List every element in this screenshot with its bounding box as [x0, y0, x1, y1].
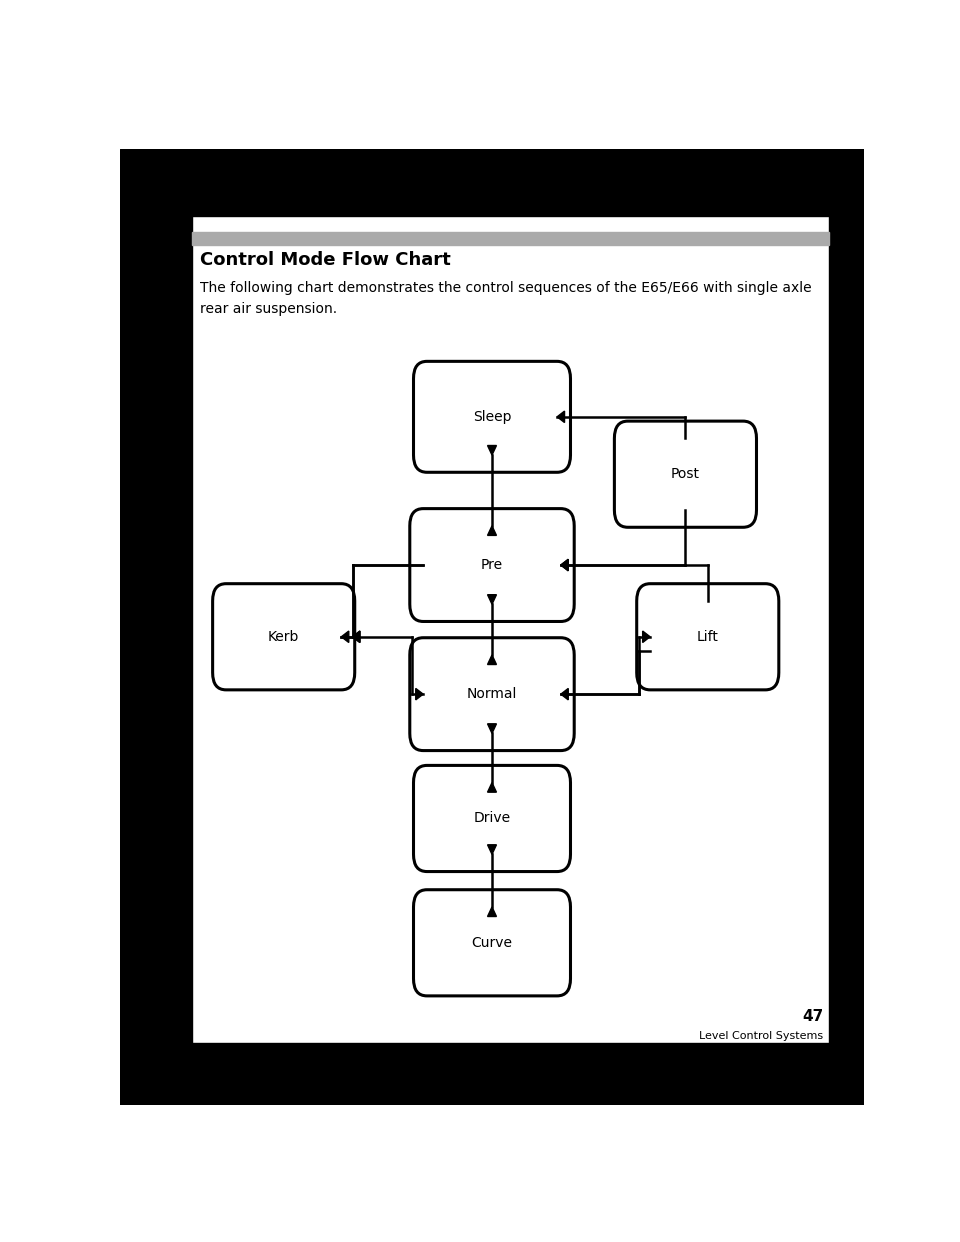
- Text: Post: Post: [671, 467, 700, 481]
- FancyBboxPatch shape: [636, 584, 779, 689]
- Polygon shape: [642, 631, 650, 642]
- Text: The following chart demonstrates the control sequences of the E65/E66 with singl: The following chart demonstrates the con…: [201, 281, 812, 315]
- FancyBboxPatch shape: [414, 765, 570, 872]
- Polygon shape: [352, 631, 360, 642]
- Text: Curve: Curve: [471, 935, 513, 950]
- Polygon shape: [561, 559, 568, 571]
- Bar: [829, 216, 864, 1043]
- Text: Pre: Pre: [481, 558, 503, 573]
- Polygon shape: [342, 631, 348, 642]
- Polygon shape: [488, 907, 496, 917]
- FancyBboxPatch shape: [410, 509, 574, 621]
- FancyBboxPatch shape: [410, 637, 574, 750]
- Polygon shape: [488, 595, 496, 605]
- FancyBboxPatch shape: [414, 361, 570, 472]
- Polygon shape: [488, 655, 496, 664]
- Polygon shape: [488, 446, 496, 455]
- FancyBboxPatch shape: [414, 889, 570, 996]
- Polygon shape: [488, 845, 496, 854]
- Polygon shape: [352, 631, 360, 642]
- FancyBboxPatch shape: [614, 421, 756, 528]
- Text: Level Control Systems: Level Control Systems: [699, 1031, 823, 1041]
- Bar: [120, 149, 864, 216]
- Polygon shape: [488, 724, 496, 733]
- Text: Sleep: Sleep: [472, 410, 512, 424]
- Text: Kerb: Kerb: [268, 630, 300, 643]
- Text: Control Mode Flow Chart: Control Mode Flow Chart: [201, 251, 451, 270]
- Text: Normal: Normal: [467, 687, 517, 702]
- Polygon shape: [561, 559, 568, 571]
- Polygon shape: [488, 782, 496, 792]
- Bar: [120, 216, 192, 1043]
- Polygon shape: [557, 411, 564, 422]
- Bar: [120, 1043, 864, 1105]
- Text: 47: 47: [802, 1009, 823, 1025]
- Polygon shape: [488, 525, 496, 535]
- Text: Lift: Lift: [697, 630, 719, 643]
- Bar: [192, 232, 829, 245]
- Bar: [192, 245, 829, 1043]
- FancyBboxPatch shape: [212, 584, 355, 689]
- Polygon shape: [416, 688, 423, 700]
- Polygon shape: [561, 688, 568, 700]
- Text: Drive: Drive: [473, 811, 511, 826]
